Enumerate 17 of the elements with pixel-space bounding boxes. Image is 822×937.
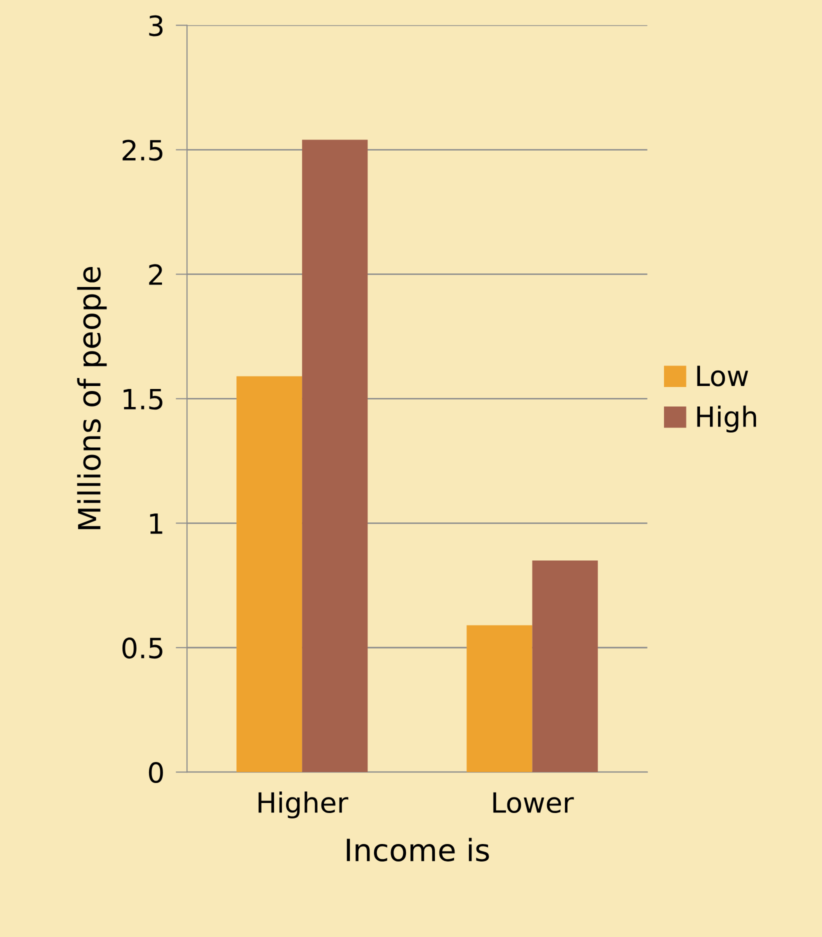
bar <box>532 560 598 772</box>
bar <box>236 376 302 772</box>
y-tick-label: 1.5 <box>124 388 162 410</box>
legend-label: High <box>697 406 756 433</box>
legend-label: Low <box>697 366 748 386</box>
x-tick-label: Higher <box>258 792 348 818</box>
bar <box>302 140 368 772</box>
bar <box>466 625 532 772</box>
y-axis-title: Millions of people <box>77 266 107 530</box>
y-tick-label: 3 <box>149 15 163 36</box>
y-tick-label: 0 <box>148 762 163 784</box>
y-tick-label: 0.5 <box>122 638 162 659</box>
y-tick-label: 2.5 <box>122 140 162 161</box>
y-tick-label: 2 <box>149 264 162 285</box>
x-axis-title: Income is <box>346 838 489 862</box>
y-tick-label: 1 <box>150 513 162 534</box>
x-tick-label: Lower <box>493 792 574 814</box>
